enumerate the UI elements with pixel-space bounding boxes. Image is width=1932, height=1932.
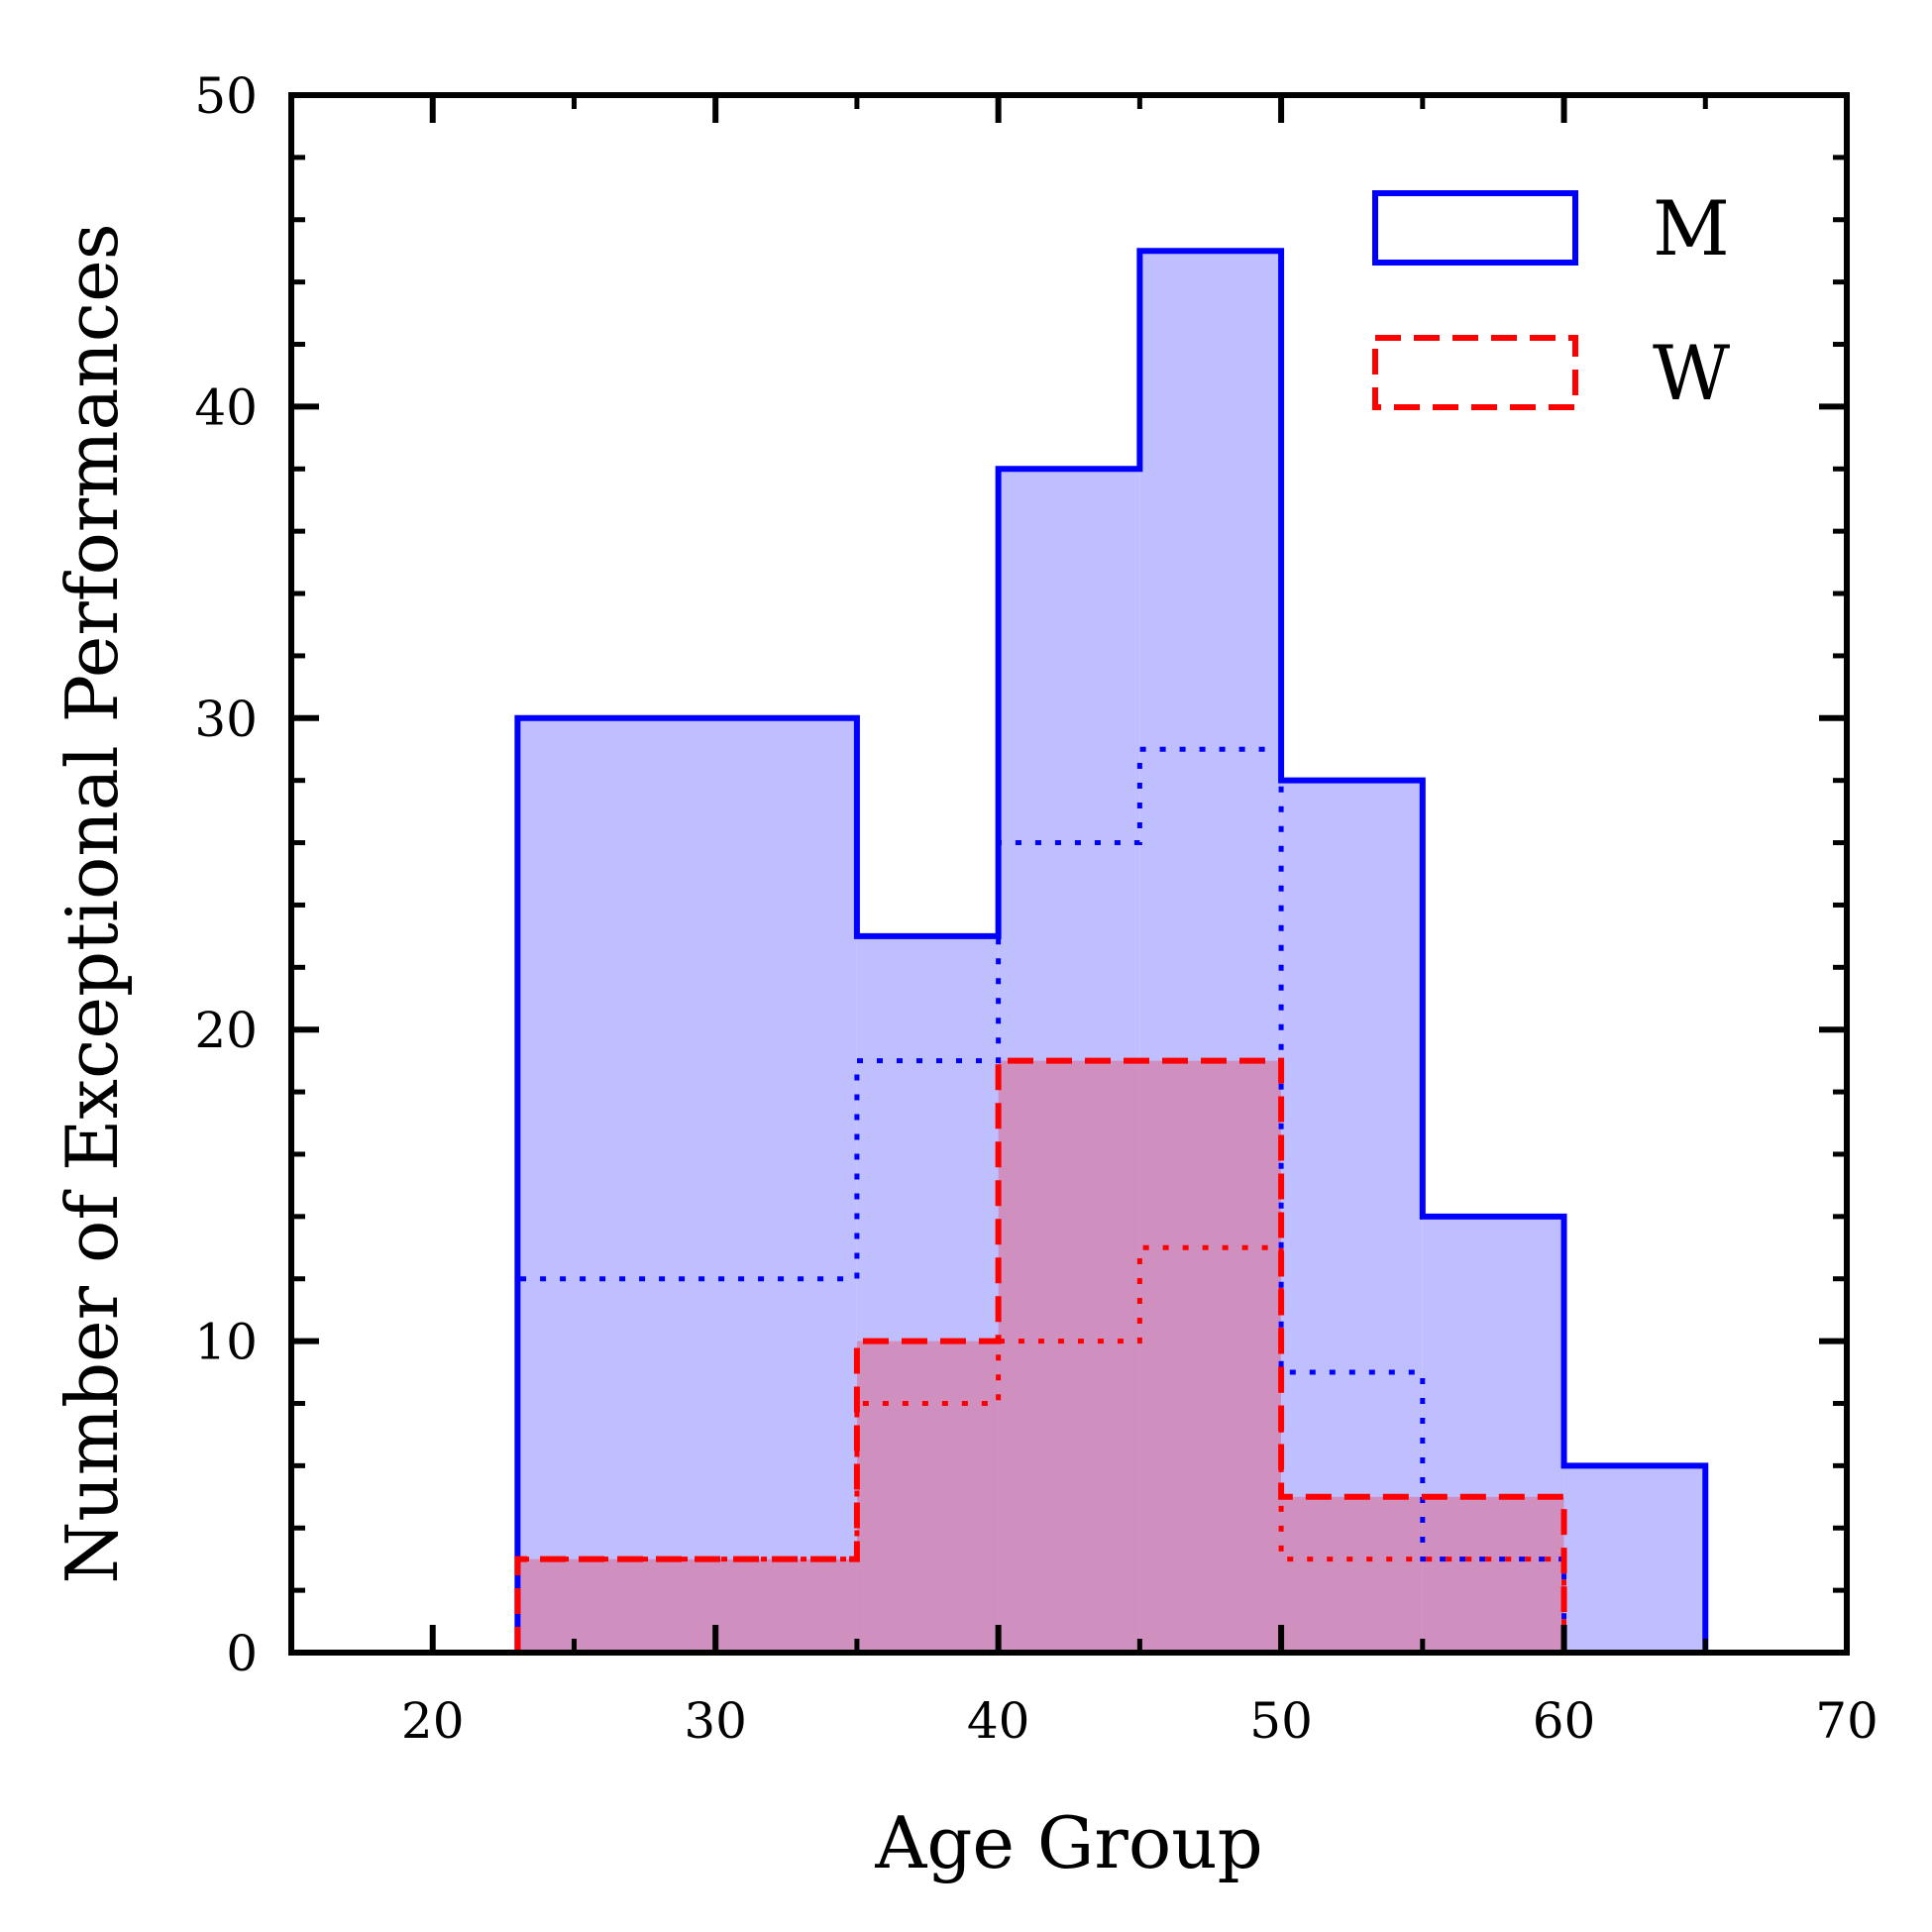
legend-swatch-w: [1372, 335, 1578, 410]
bar-m-60-65: [1563, 1465, 1706, 1653]
x-tick-label: 50: [1249, 1692, 1313, 1750]
x-tick-label: 20: [401, 1692, 465, 1750]
y-tick-label: 40: [194, 378, 258, 436]
y-tick-label: 30: [194, 691, 258, 748]
x-tick-label: 40: [967, 1692, 1030, 1750]
y-tick-label: 20: [194, 1002, 258, 1059]
bar-m-23-35: [517, 717, 857, 1653]
x-tick-label: 30: [684, 1692, 747, 1750]
legend-label-m: M: [1653, 184, 1730, 272]
y-tick-label: 0: [226, 1625, 258, 1682]
bar-w-35-40: [856, 1341, 999, 1653]
legend: MW: [1372, 184, 1730, 417]
y-tick-label: 50: [194, 67, 258, 125]
axis-ticks: [291, 92, 1850, 1656]
y-tick-label: 10: [194, 1314, 258, 1371]
x-tick-label: 60: [1533, 1692, 1596, 1750]
tick-labels: 20 30 40 50 60 70 0 10 20 30 40 50: [194, 67, 1878, 1750]
bar-w-55-60: [1422, 1496, 1564, 1653]
bar-w-23-35: [517, 1558, 857, 1653]
histogram-fills: [517, 251, 1706, 1654]
x-axis-title: Age Group: [874, 1801, 1262, 1884]
bar-w-50-55: [1281, 1496, 1423, 1653]
x-tick-label: 70: [1815, 1692, 1878, 1750]
bar-w-45-50: [1139, 1060, 1282, 1653]
legend-swatch-m: [1372, 190, 1578, 266]
legend-label-w: W: [1653, 329, 1730, 417]
plot-frame: [288, 92, 1850, 1656]
series-line-w: [514, 1057, 1706, 1656]
series-line-w-subset-: [514, 1244, 1706, 1656]
bar-w-40-45: [998, 1060, 1140, 1653]
y-axis-title: Number of Exceptional Performances: [51, 223, 134, 1583]
series-line-m: [514, 248, 1709, 1653]
